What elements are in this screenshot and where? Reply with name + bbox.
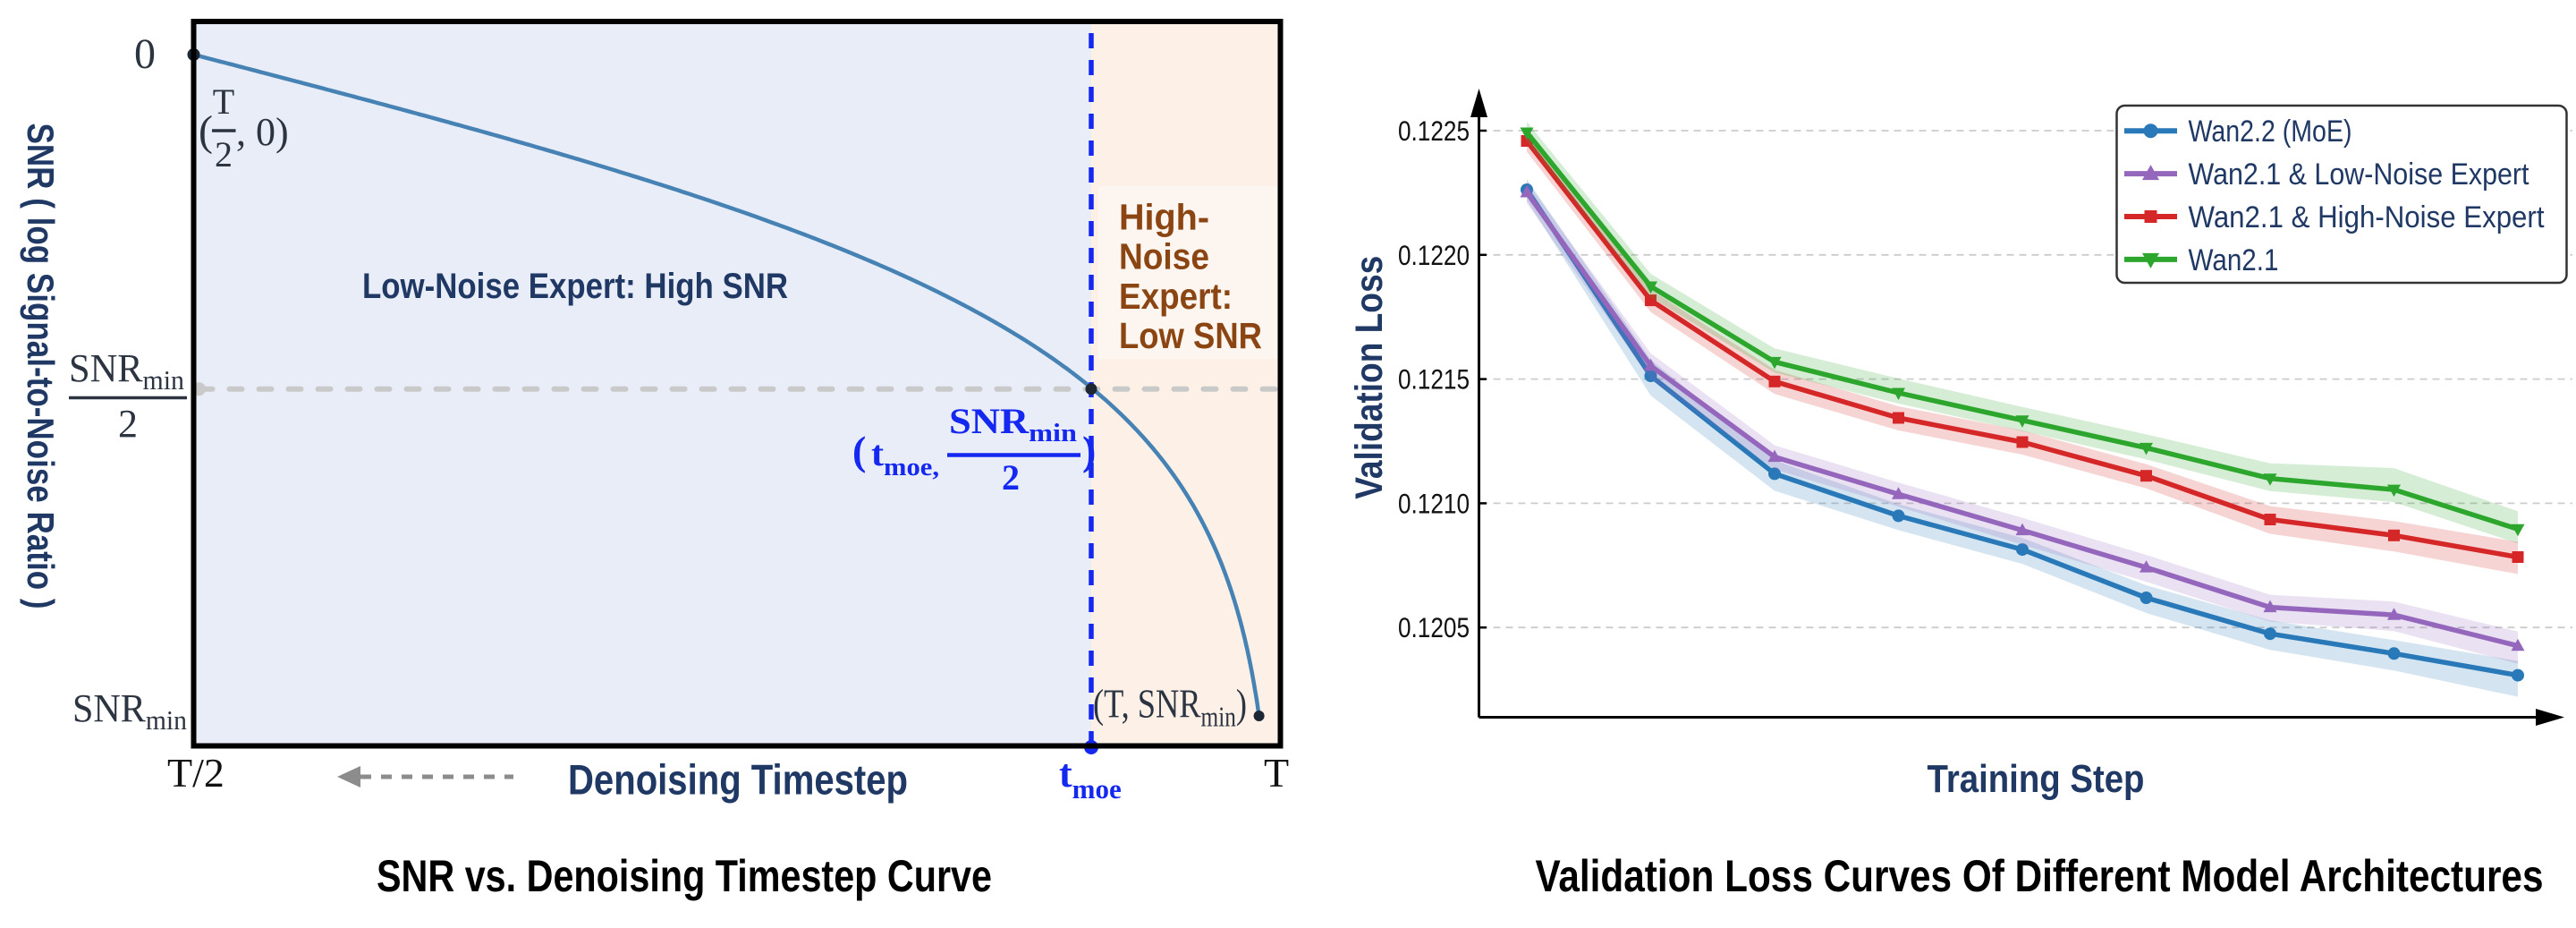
svg-text:Wan2.2 (MoE): Wan2.2 (MoE) [2189, 115, 2352, 149]
svg-text:Validation Loss: Validation Loss [1348, 256, 1391, 499]
svg-text:Expert:: Expert: [1119, 276, 1233, 317]
svg-text:2: 2 [215, 134, 233, 175]
svg-text:Low SNR: Low SNR [1119, 315, 1262, 356]
svg-text:(: ( [199, 107, 213, 155]
svg-text:Training Step: Training Step [1928, 757, 2145, 801]
svg-text:, 0): , 0) [236, 110, 289, 154]
svg-text:2: 2 [118, 402, 138, 446]
svg-text:0.1215: 0.1215 [1398, 363, 1470, 396]
svg-text:T: T [1264, 750, 1289, 796]
svg-text:0.1220: 0.1220 [1398, 239, 1470, 271]
svg-text:(: ( [852, 428, 866, 473]
svg-text:0.1210: 0.1210 [1398, 487, 1470, 519]
svg-text:T/2: T/2 [167, 750, 225, 796]
svg-text:Low-Noise Expert: High SNR: Low-Noise Expert: High SNR [362, 267, 788, 306]
svg-text:0: 0 [134, 30, 156, 78]
svg-text:Wan2.1 & High-Noise Expert: Wan2.1 & High-Noise Expert [2189, 200, 2546, 234]
svg-text:0.1205: 0.1205 [1398, 611, 1470, 643]
svg-text:Noise: Noise [1119, 236, 1209, 277]
svg-text:T: T [213, 81, 234, 122]
svg-text:High-: High- [1119, 197, 1209, 238]
svg-text:Validation Loss Curves Of Diff: Validation Loss Curves Of Different Mode… [1536, 851, 2544, 901]
svg-text:2: 2 [1002, 457, 1020, 498]
svg-text:Denoising Timestep: Denoising Timestep [568, 756, 908, 804]
svg-text:0.1225: 0.1225 [1398, 115, 1470, 147]
svg-text:SNR ( log Signal-to-Noise Rati: SNR ( log Signal-to-Noise Ratio ) [20, 123, 62, 609]
svg-text:SNR vs. Denoising Timestep Cur: SNR vs. Denoising Timestep Curve [377, 851, 992, 901]
svg-text:Wan2.1: Wan2.1 [2189, 243, 2279, 277]
svg-text:): ) [1082, 428, 1096, 473]
svg-text:Wan2.1 & Low-Noise Expert: Wan2.1 & Low-Noise Expert [2189, 158, 2529, 192]
